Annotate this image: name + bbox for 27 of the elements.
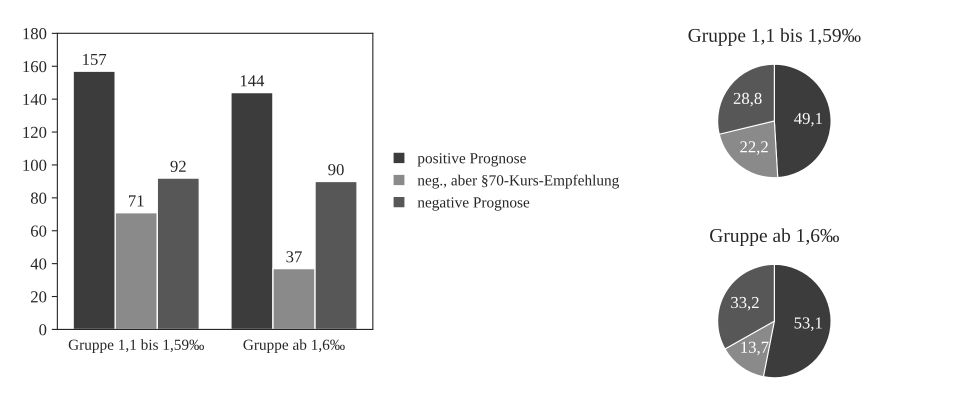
y-tick-label: 60 [30, 225, 46, 237]
data-label: 28,8 [734, 92, 762, 106]
data-label: 90 [328, 164, 344, 176]
y-tick-label: 180 [23, 28, 46, 40]
data-label: 37 [286, 251, 302, 262]
chart-title: Gruppe 1,1 bis 1,59‰ [688, 28, 861, 46]
y-tick-label: 0 [39, 324, 46, 336]
legend-label: neg., aber §70-Kurs-Empfehlung [418, 174, 619, 189]
y-tick-label: 160 [23, 60, 46, 72]
y-tick-label: 120 [23, 126, 46, 138]
chart-title: Gruppe ab 1,6‰ [710, 228, 839, 246]
data-label: 144 [240, 75, 264, 86]
data-label: 33,2 [731, 296, 759, 311]
y-tick-label: 80 [30, 192, 46, 204]
data-label: 13,7 [741, 342, 769, 356]
y-tick-label: 140 [23, 94, 46, 106]
legend-label: negative Prognose [418, 197, 530, 211]
y-tick-label: 20 [31, 291, 46, 302]
legend-label: positive Prognose [418, 153, 526, 167]
data-label: 22,2 [740, 141, 768, 155]
data-label: 53,1 [794, 317, 822, 331]
data-label: 157 [83, 54, 106, 66]
data-label: 49,1 [794, 112, 822, 126]
data-label: 71 [128, 195, 144, 206]
y-tick-label: 40 [30, 258, 46, 270]
y-tick-label: 100 [23, 160, 46, 171]
data-label: 92 [170, 160, 186, 172]
